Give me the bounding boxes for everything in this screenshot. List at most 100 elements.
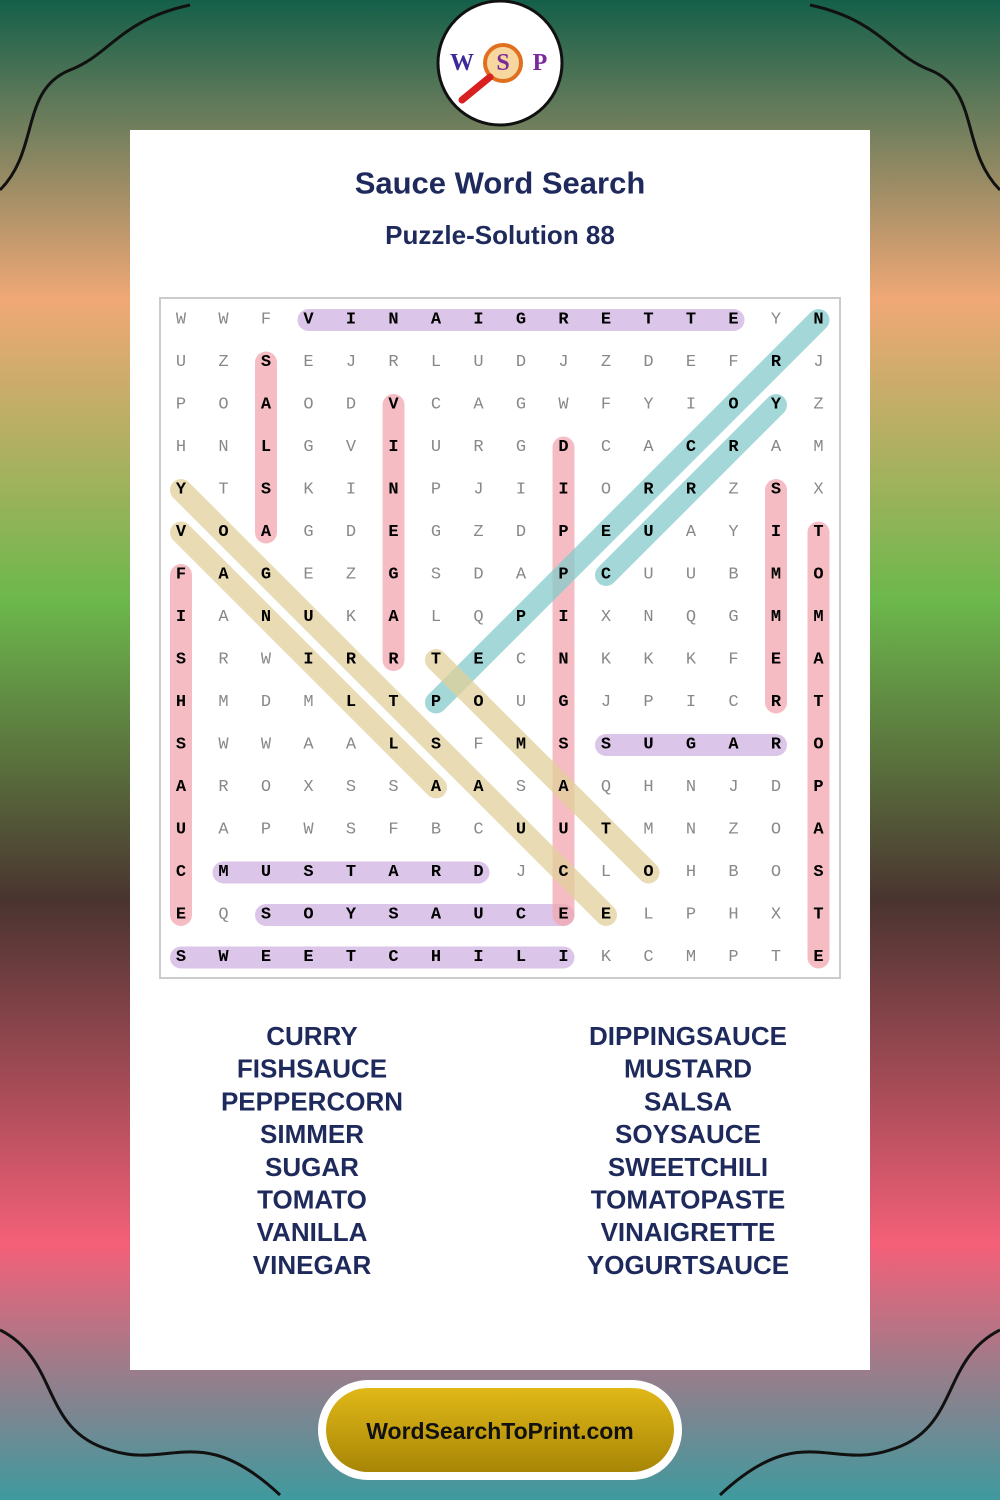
grid-letter: N <box>686 821 696 840</box>
grid-letter: L <box>261 438 271 457</box>
grid-letter: H <box>431 948 441 967</box>
grid-letter: P <box>686 906 696 925</box>
grid-letter: A <box>388 608 399 627</box>
grid-letter: E <box>601 906 611 925</box>
grid-letter: V <box>176 523 187 542</box>
grid-letter: A <box>516 566 527 585</box>
grid-letter: Y <box>771 396 782 415</box>
grid-letter: Y <box>771 311 781 330</box>
grid-letter: P <box>813 778 823 797</box>
grid-letter: A <box>261 396 272 415</box>
grid-letter: U <box>643 736 653 755</box>
grid-letter: U <box>176 353 186 372</box>
grid-letter: C <box>601 438 611 457</box>
grid-letter: I <box>686 693 696 712</box>
site-link[interactable]: WordSearchToPrint.com <box>366 1418 634 1444</box>
grid-letter: L <box>431 608 441 627</box>
grid-letter: B <box>431 821 441 840</box>
grid-letter: I <box>176 608 186 627</box>
word: VINAIGRETTE <box>601 1217 776 1247</box>
grid-letter: A <box>218 566 229 585</box>
grid-letter: I <box>516 481 526 500</box>
grid-letter: R <box>473 438 483 457</box>
grid-letter: Z <box>473 523 483 542</box>
grid-letter: A <box>431 906 442 925</box>
grid-letter: S <box>176 736 186 755</box>
grid-letter: V <box>303 311 314 330</box>
grid-letter: R <box>771 693 782 712</box>
word: SWEETCHILI <box>608 1152 768 1182</box>
word: SUGAR <box>265 1152 359 1182</box>
grid-letter: K <box>601 948 612 967</box>
grid-letter: R <box>771 353 782 372</box>
grid-letter: N <box>388 311 398 330</box>
grid-letter: N <box>558 651 568 670</box>
grid-letter: K <box>601 651 612 670</box>
grid-letter: M <box>813 438 823 457</box>
logo-lens <box>483 43 523 83</box>
grid-letter: Z <box>728 821 738 840</box>
grid-letter: G <box>728 608 738 627</box>
word: SALSA <box>644 1086 732 1116</box>
grid-letter: D <box>346 396 356 415</box>
grid-letter: M <box>813 608 823 627</box>
grid-letter: C <box>388 948 398 967</box>
grid-letter: E <box>303 948 313 967</box>
grid-letter: T <box>813 906 823 925</box>
grid-letter: X <box>771 906 781 925</box>
grid-letter: E <box>303 353 313 372</box>
grid-letter: Z <box>728 481 738 500</box>
logo-letter: P <box>533 50 548 76</box>
grid-letter: Z <box>346 566 356 585</box>
grid-letter: I <box>473 311 483 330</box>
grid-letter: G <box>686 736 696 755</box>
word-list: CURRYFISHSAUCEPEPPERCORNSIMMERSUGARTOMAT… <box>221 1021 789 1280</box>
grid-letter: N <box>813 311 823 330</box>
grid-letter: C <box>686 438 696 457</box>
grid-letter: W <box>218 311 229 330</box>
grid-letter: C <box>431 396 441 415</box>
grid-letter: T <box>601 821 611 840</box>
grid-letter: G <box>431 523 441 542</box>
grid-letter: R <box>388 353 398 372</box>
grid-letter: I <box>558 608 568 627</box>
highlight <box>170 521 447 799</box>
grid-letter: K <box>303 481 314 500</box>
grid-letter: O <box>771 863 781 882</box>
word: VINEGAR <box>253 1250 372 1280</box>
word: FISHSAUCE <box>237 1054 387 1084</box>
grid-letter: N <box>686 778 696 797</box>
grid-letter: E <box>813 948 823 967</box>
grid-letter: P <box>728 948 738 967</box>
site-button[interactable] <box>326 1388 674 1472</box>
grid-letter: U <box>431 438 441 457</box>
grid-letter: P <box>558 566 568 585</box>
grid-letter: F <box>388 821 398 840</box>
grid-letter: F <box>601 396 611 415</box>
grid-letter: W <box>218 948 229 967</box>
grid-letter: W <box>558 396 569 415</box>
grid-letter: X <box>303 778 313 797</box>
grid-letter: C <box>728 693 738 712</box>
grid-letter: F <box>473 736 483 755</box>
grid-letter: Q <box>473 608 483 627</box>
grid-letter: E <box>176 906 186 925</box>
grid-letter: C <box>601 566 611 585</box>
grid-letter: P <box>431 693 441 712</box>
grid-letter: D <box>558 438 568 457</box>
grid-letter: S <box>261 906 271 925</box>
grid-letter: K <box>686 651 697 670</box>
grid-letter: Y <box>346 906 357 925</box>
grid-letter: E <box>771 651 781 670</box>
grid-letter: X <box>813 481 823 500</box>
grid-letter: O <box>771 821 781 840</box>
grid-letter: S <box>176 651 186 670</box>
word: CURRY <box>266 1021 357 1051</box>
grid-letter: Y <box>176 481 187 500</box>
grid-letter: H <box>176 438 186 457</box>
grid-letter: E <box>261 948 271 967</box>
grid-letter: J <box>516 863 526 882</box>
word: DIPPINGSAUCE <box>589 1021 787 1051</box>
grid-letter: F <box>728 651 738 670</box>
grid-letter: H <box>176 693 186 712</box>
